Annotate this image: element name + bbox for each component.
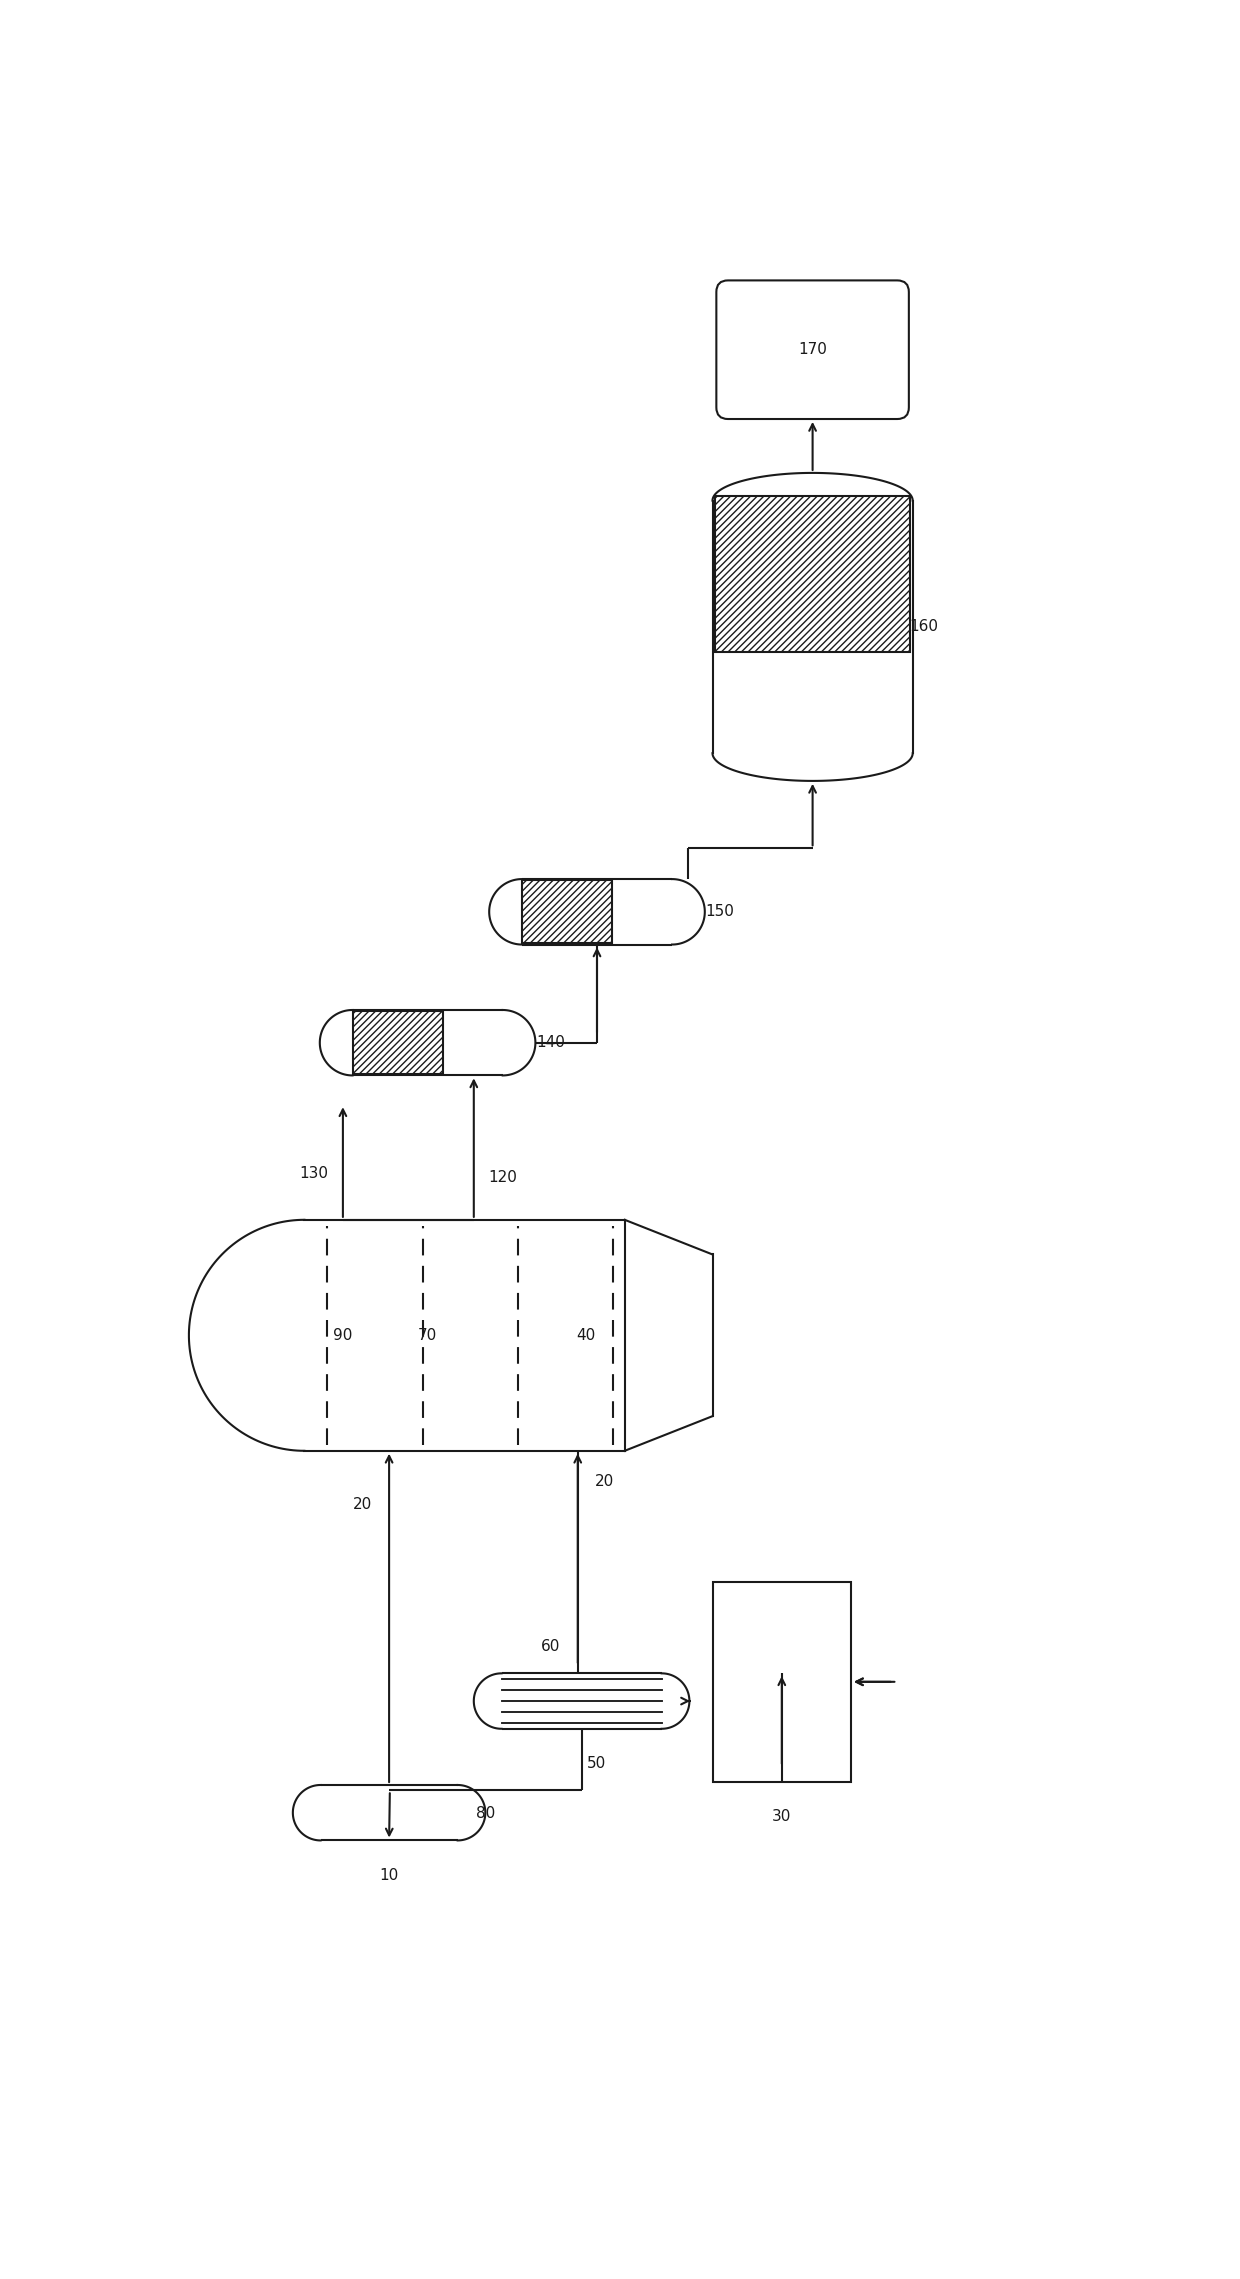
Bar — [522, 880, 613, 944]
Text: 170: 170 — [799, 342, 827, 358]
Text: 140: 140 — [537, 1035, 565, 1051]
Text: 90: 90 — [334, 1329, 352, 1342]
Text: 70: 70 — [418, 1329, 438, 1342]
Text: 130: 130 — [299, 1167, 329, 1181]
Text: 150: 150 — [706, 905, 734, 918]
Text: 10: 10 — [379, 1867, 399, 1882]
Text: 30: 30 — [773, 1810, 791, 1823]
Text: 50: 50 — [588, 1755, 606, 1771]
Bar — [352, 1012, 443, 1073]
Text: 60: 60 — [541, 1639, 560, 1655]
Text: 20: 20 — [352, 1497, 372, 1513]
Bar — [714, 495, 910, 652]
Text: 160: 160 — [910, 620, 939, 634]
Text: 20: 20 — [595, 1475, 614, 1488]
Text: 40: 40 — [575, 1329, 595, 1342]
Text: 120: 120 — [489, 1169, 517, 1185]
Bar — [713, 1582, 851, 1782]
Text: 80: 80 — [476, 1805, 495, 1821]
